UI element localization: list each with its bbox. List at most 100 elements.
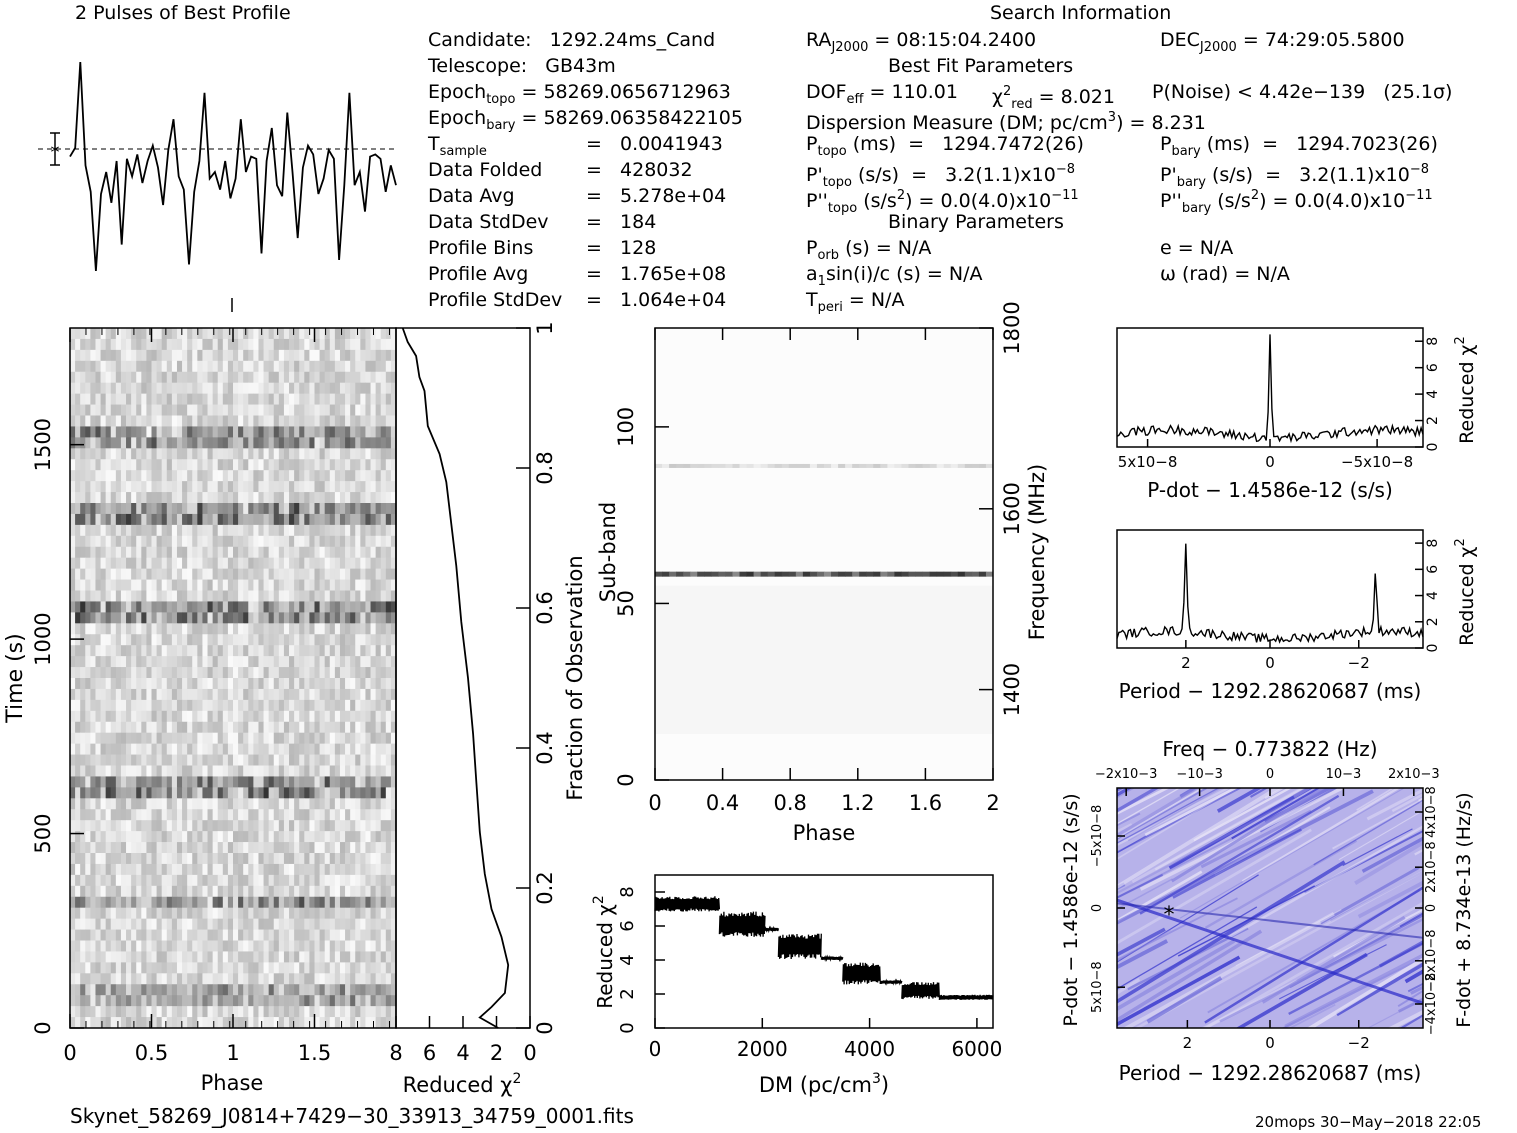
dm-line: Dispersion Measure (DM; pc/cm3) = 8.231: [806, 110, 1206, 134]
dm-curve-segment: [842, 962, 881, 985]
dm-xtick-label: 4000: [844, 1037, 895, 1061]
subband-ylabel: Sub-band: [596, 502, 620, 602]
epoch-bary-line: Epochbary = 58269.06358422105: [428, 107, 743, 133]
subband-xtick-label: 1.2: [841, 791, 874, 815]
info-row-value: = 128: [586, 237, 657, 259]
dm-ytick-label: 6: [617, 920, 638, 931]
chi-fraction-xtick-label: 0: [523, 1041, 536, 1065]
p-pdot-xtick-label: 2: [1183, 1034, 1193, 1052]
curve-ytick-label: 0: [1425, 443, 1441, 452]
dm-xtick-label: 0: [649, 1037, 662, 1061]
dm-curve-segment: [654, 896, 721, 912]
dm-ylabel: Reduced χ2: [591, 895, 617, 1009]
tsample-value: = 0.0041943: [586, 133, 723, 155]
curve-line: [1116, 334, 1424, 444]
info-row-value: = 1.064e+04: [586, 289, 727, 311]
curve-ytick-label: 2: [1425, 416, 1441, 425]
time-phase-ytick-label: 0: [31, 1021, 55, 1034]
time-phase-xtick-label: 1.5: [298, 1041, 331, 1065]
p-pdot-secondary-streak: [1117, 902, 1423, 939]
curve-ytick-label: 6: [1425, 565, 1441, 574]
info-row-value: = 1.765e+08: [586, 263, 727, 285]
p-pdot-x2tick-label: 2x10−3: [1388, 767, 1440, 782]
chi-fraction-ytick-label: 0.8: [533, 451, 557, 484]
dm-ytick-label: 0: [617, 1022, 638, 1033]
subband-xtick-label: 0: [648, 791, 661, 815]
info-row-label: Profile StdDev: [428, 289, 563, 311]
footer-filename: Skynet_58269_J0814+7429−30_33913_34759_0…: [70, 1104, 634, 1128]
pnoise-line: P(Noise) < 4.42e−139 (25.1σ): [1152, 81, 1453, 103]
time-phase-xtick-label: 0.5: [135, 1041, 168, 1065]
subband-y2tick-label: 1600: [1000, 482, 1024, 535]
subband-xlabel: Phase: [793, 821, 856, 845]
dm-xtick-label: 2000: [737, 1037, 788, 1061]
info-row-value: = 184: [586, 211, 657, 233]
p-pdot-ytick-label: 5x10−8: [1090, 961, 1105, 1013]
dm-curve-segment: [938, 994, 994, 1000]
pddot-bary-line: P''bary (s/s2) = 0.0(4.0)x10−11: [1160, 188, 1433, 216]
info-row-label: Profile Avg: [428, 263, 529, 285]
subband-xtick-label: 2: [986, 791, 999, 815]
info-row-label: Profile Bins: [428, 237, 534, 259]
chi-line: χ2red = 8.021: [992, 84, 1115, 112]
dm-curve-segment: [879, 978, 903, 986]
curve-xlabel: P-dot − 1.4586e-12 (s/s): [1147, 478, 1393, 502]
curve-ytick-label: 2: [1425, 617, 1441, 626]
info-row-label: Data StdDev: [428, 211, 549, 233]
dm-ytick-label: 8: [617, 886, 638, 897]
p-pdot-xtick-label: 0: [1265, 1034, 1275, 1052]
chi-fraction-xlabel: Reduced χ2: [403, 1071, 522, 1097]
dm-ytick-label: 4: [617, 954, 638, 965]
chi-fraction-xtick-label: 8: [389, 1041, 402, 1065]
p-pdot-ytick-label: 0: [1090, 904, 1105, 912]
chi-fraction-xtick-label: 4: [456, 1041, 469, 1065]
time-phase-xtick-label: 0: [63, 1041, 76, 1065]
info-row-value: = 428032: [586, 159, 693, 181]
p-pdot-best-marker: *: [1164, 903, 1175, 928]
subband-lower-band: [655, 585, 993, 735]
pbary-line: Pbary (ms) = 1294.7023(26): [1160, 133, 1438, 159]
dm-plot: 0 2000 4000 6000 0 2 4 6 8 DM (pc/cm3) Reduced χ2: [591, 874, 1002, 1097]
time-phase-xlabel: Phase: [201, 1071, 264, 1095]
best-fit-title: Best Fit Parameters: [888, 55, 1074, 77]
dm-curve-segment: [820, 954, 844, 963]
time-phase-pixels: [70, 328, 397, 1029]
pddot-topo-line: P''topo (s/s2) = 0.0(4.0)x10−11: [806, 188, 1079, 216]
profile-title: 2 Pulses of Best Profile: [75, 2, 291, 24]
p-pdot-x2tick-label: −2x10−3: [1095, 767, 1158, 782]
p-pdot-xlabel: Period − 1292.28620687 (ms): [1119, 1061, 1422, 1085]
p-pdot-pixels: [1117, 788, 1423, 1028]
p-pdot-ylabel: P-dot − 1.4586e-12 (s/s): [1060, 793, 1082, 1026]
pdot-bary-line: P'bary (s/s) = 3.2(1.1)x10−8: [1160, 162, 1429, 190]
ra-line: RAJ2000 = 08:15:04.2400: [806, 29, 1037, 55]
p-pdot-y2tick-label: 4x10−8: [1424, 786, 1439, 838]
info-row-label: Data Avg: [428, 185, 515, 207]
curve-ylabel: Reduced χ2: [1453, 538, 1478, 646]
footer-stamp: 20mops 30−May−2018 22:05: [1255, 1113, 1482, 1131]
chi-fraction-frame: [395, 327, 531, 1029]
time-phase-xtick-label: 1: [226, 1041, 239, 1065]
subband-ytick-label: 0: [614, 773, 638, 786]
ptopo-line: Ptopo (ms) = 1294.7472(26): [806, 133, 1084, 159]
profile-plot: *: [38, 61, 397, 312]
chi-fraction-xtick-label: 6: [423, 1041, 436, 1065]
chi-fraction-line: [401, 327, 510, 1029]
p-pdot-xtick-label: −2: [1348, 1034, 1370, 1052]
p-pdot-plot: * 2 0 −2 −2x10−3 −10−3 0 10−3 2x10−3 −5x10−8 0 5x10…: [1060, 737, 1475, 1085]
subband-xtick-label: 1.6: [909, 791, 942, 815]
p-pdot-title: Freq − 0.773822 (Hz): [1162, 737, 1377, 761]
subband-y2label: Frequency (MHz): [1025, 464, 1049, 640]
subband-y2tick-label: 1400: [1000, 663, 1024, 716]
subband-phase-plot: 0 0.4 0.8 1.2 1.6 2 0 50 100 1400 1600 1800 Phase Sub…: [596, 301, 1049, 845]
curve-ytick-label: 0: [1425, 644, 1441, 653]
p-pdot-y2tick-label: −2x10−8: [1424, 930, 1439, 993]
p-pdot-y2tick-label: 2x10−8: [1424, 841, 1439, 893]
curve-xtick-label: 2: [1181, 654, 1191, 672]
dm-curve-segment: [764, 925, 780, 934]
profile-line: [69, 61, 397, 272]
chi-fraction-xtick-label: 2: [490, 1041, 503, 1065]
time-phase-ytick-label: 500: [31, 814, 55, 854]
curve-line: [1116, 543, 1424, 644]
p-pdot-y2tick-label: 0: [1424, 904, 1439, 912]
curve-ytick-label: 8: [1425, 337, 1441, 346]
